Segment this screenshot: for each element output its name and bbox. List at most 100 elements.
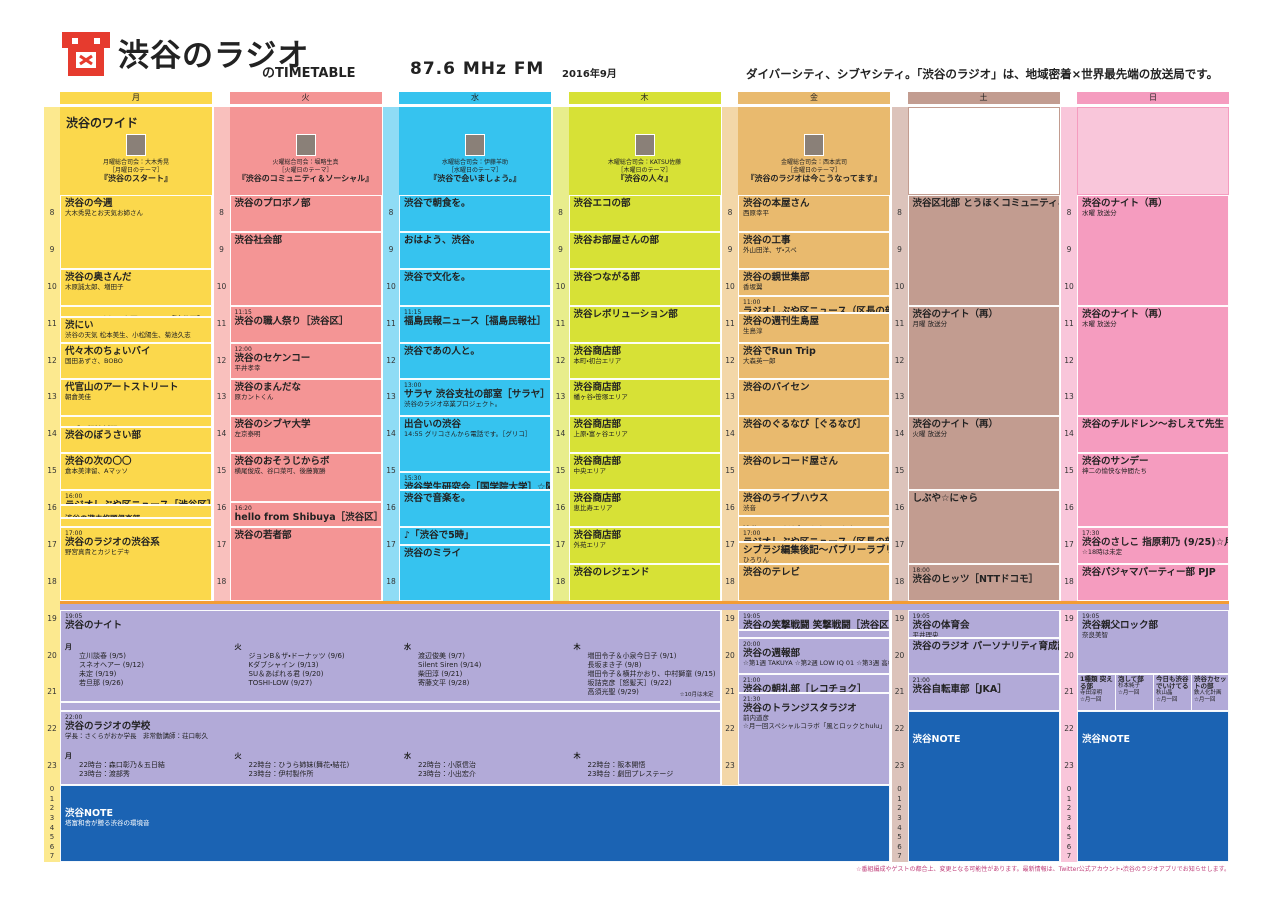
hour-label: 16 [386, 503, 396, 512]
host-photo [634, 134, 655, 156]
program-detail: 水曜 放送分 [1082, 209, 1117, 217]
program-title: 渋谷のナイト（再） [912, 308, 999, 320]
hour-label: 5 [1066, 833, 1072, 842]
program: 渋谷商店部 幡ヶ谷・笹塚エリア [568, 379, 721, 417]
hour-label: 10 [1064, 281, 1074, 291]
program-title: 渋谷のぐるなび［ぐるなび］ [743, 419, 867, 431]
guest: Silent Siren (9/14) [418, 660, 482, 669]
program-title: 渋谷商店部 [573, 493, 622, 504]
program-time: 21:00 [912, 677, 930, 685]
program: 渋谷で音楽を。 [399, 490, 551, 527]
host: 木曜総合司会：KATSU佐藤 [607, 159, 682, 166]
program-title: 出合いの渋谷 [404, 419, 462, 431]
hour-label: 18 [47, 576, 57, 586]
hour-label: 18 [555, 576, 566, 586]
program: 渋谷で文化を。 [399, 268, 551, 306]
hour-label: 11 [216, 318, 227, 328]
program: 渋谷のテレビ [738, 563, 890, 601]
program: 渋谷の遊去旅顧倶楽部渋谷の天気 ヴィーナス・カワムラユキ [60, 504, 212, 518]
hour-label: 17 [216, 539, 227, 549]
hour-label: 14 [725, 429, 735, 439]
program: 11:15 渋谷の職人祭り［渋谷区］ [229, 305, 382, 343]
hour-label: 19 [894, 613, 905, 623]
guest: SU＆あばれる君 (9/20) [248, 669, 324, 678]
program-title: 代々木のちょいバイ [65, 345, 151, 357]
title: 渋谷のラジオ [118, 38, 310, 74]
program: 渋谷NOTE [907, 711, 1060, 862]
hour-label: 21 [725, 687, 735, 697]
day-header: 土 [907, 92, 1060, 104]
program-title: 渋谷お部屋さんの部 [573, 234, 660, 246]
hour-label: 9 [49, 244, 55, 254]
program-title: 渋谷のレジェンド [573, 566, 650, 578]
hour-label: 20 [1064, 650, 1074, 660]
program-title: 渋谷パジャマパーティー部 PJP [1082, 566, 1216, 578]
program: 渋谷のライブハウス 渋音 [738, 490, 890, 516]
hour-label: 23 [725, 761, 735, 771]
program-time: 19:05 [1082, 612, 1100, 620]
program-detail: ☆月一回スペシャルコラボ「風とロックとhulu」 [743, 721, 886, 730]
program: 19:05 渋谷の体育会 平井理央 [907, 609, 1060, 638]
program-title: 渋谷のラジオの学校 [65, 721, 151, 733]
program-detail: 幡ヶ谷・笹塚エリア [573, 393, 628, 402]
program: 21:00 渋谷の朝礼部［レコチョク］ [738, 674, 890, 693]
program-detail: 奈良美智 [1082, 630, 1108, 639]
guest-column: 木 22時台：阪本開悟 23時台：劇団プレステージ [574, 752, 674, 779]
program-title: hello from Shibuya［渋谷区］ [234, 512, 382, 524]
hour-label: 22 [725, 724, 735, 734]
program-time: 19:05 [912, 612, 930, 620]
hour-label: 20 [725, 650, 735, 660]
program-title: 渋谷のナイト（再） [1082, 308, 1168, 320]
theme-label: ［水曜日のテーマ］ [447, 167, 502, 174]
program-time: 17:00 [743, 529, 761, 537]
program-title: サラヤ 渋谷支社の部室［サラヤ］並河進、Yae [404, 389, 550, 401]
hour-label: 2 [897, 804, 902, 813]
hour-strip [44, 107, 60, 862]
hour-label: 16 [1064, 503, 1074, 512]
hour-label: 10 [725, 281, 735, 291]
guest: 22時台：ひうら姉妹(舞花・結花) [248, 761, 350, 770]
hour-label: 8 [219, 208, 224, 217]
hour-label: 21 [894, 687, 905, 697]
program-title: 渋谷のナイト（再） [1082, 198, 1168, 209]
cell-line: 泡して部 [1118, 675, 1144, 684]
theme: 『渋谷のスタート』 [100, 174, 172, 183]
cell-line: 1種類 突える部 [1080, 675, 1113, 691]
hour-label: 12 [894, 355, 905, 365]
hour-label: 15 [555, 466, 566, 476]
program-title: 渋谷の週報部 [743, 647, 801, 659]
program-detail: 恵比寿エリア [573, 504, 613, 512]
hour-label: 18 [1064, 576, 1074, 586]
guest: 長坂まき子 (9/8) [587, 660, 642, 669]
program-detail: 木原誠太郎、増田子 [65, 282, 124, 291]
hour-label: 4 [49, 823, 55, 832]
program-time: 19:05 [743, 612, 761, 620]
program-title: 渋谷の体育会 [912, 619, 970, 631]
program-time: 12:00 [234, 345, 252, 353]
program: 渋谷商店部 恵比寿エリア [568, 490, 721, 527]
program-title: ラジオしぶや区ニュース（区長の部屋版）［渋谷区］ [743, 306, 889, 313]
guest: 23時台：小出宏介 [418, 770, 476, 779]
hour-label: 17 [555, 539, 566, 549]
hour-label: 10 [386, 281, 396, 291]
program: 渋谷の親世集部 香坂翼 [738, 268, 890, 297]
hour-label: 11 [555, 318, 566, 328]
program: 渋谷お部屋さんの部 [568, 231, 721, 269]
program: 渋谷のぼうさい部 [60, 427, 212, 454]
hour-label: 0 [897, 785, 902, 793]
program: 渋谷のバイセン [738, 379, 890, 417]
program-title: 渋谷のまんだな [234, 382, 302, 394]
program: 渋谷パジャマパーティー部 PJP [1077, 563, 1229, 601]
program-detail: 原カントくん [234, 393, 274, 402]
program-title: 渋谷NOTE [1082, 734, 1130, 746]
program-title: 渋谷のおそうじからボ [234, 456, 330, 468]
program: ♪「渋谷で5時」 [399, 526, 551, 546]
day-header: 日 [1077, 92, 1229, 104]
program-time: 11:00 [743, 299, 761, 307]
hour-label: 8 [1066, 208, 1072, 217]
hour-label: 8 [897, 208, 902, 217]
morning-box: 金曜総合司会：西本武司 ［金曜日のテーマ］ 『渋谷のラジオは今こうなってます』 [738, 107, 890, 195]
program: 渋谷のまんだな 原カントくん [229, 379, 382, 417]
guest-column: 月 22時台：森口彰乃＆五日結 23時台：渡部秀 [65, 752, 165, 779]
program: 19:50ラジオしぶや区ニュース（区長の部屋版） [738, 630, 890, 638]
